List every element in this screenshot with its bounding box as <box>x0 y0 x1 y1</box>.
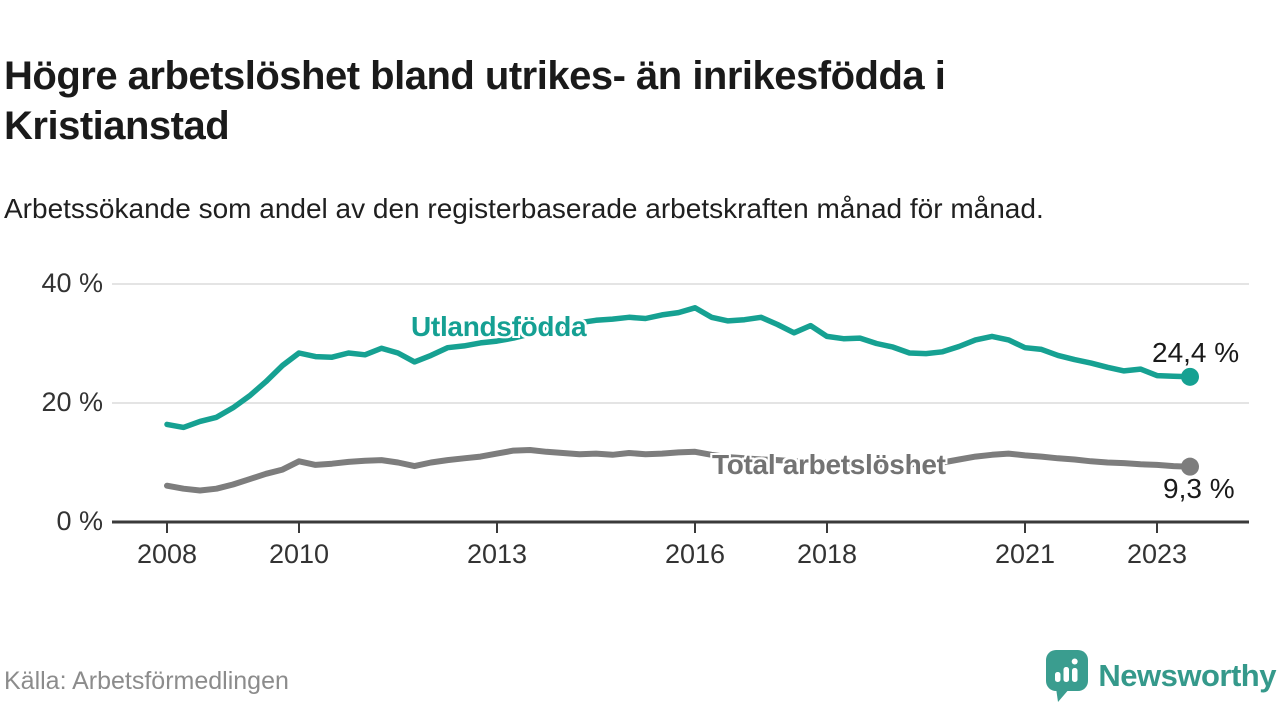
chart-subtitle: Arbetssökande som andel av den registerb… <box>4 193 1044 224</box>
x-tick-label: 2021 <box>994 539 1056 569</box>
series-label-total-arbetsloshet: Total arbetslöshet <box>712 449 946 480</box>
newsworthy-wordmark: Newsworthy <box>1098 658 1276 693</box>
end-value-total: 9,3 % <box>1163 473 1235 504</box>
x-tick-label: 2013 <box>466 539 528 569</box>
x-tick-label: 2018 <box>796 539 858 569</box>
y-tick-label: 40 % <box>41 268 103 298</box>
end-value-utlandsfodda: 24,4 % <box>1152 337 1240 368</box>
x-tick-label: 2023 <box>1126 539 1188 569</box>
newsworthy-bubble-icon <box>1046 650 1089 702</box>
y-tick-label: 0 % <box>56 506 103 536</box>
chart-title: Högre arbetslöshet bland utrikes- än inr… <box>4 53 946 148</box>
x-tick-label: 2016 <box>664 539 726 569</box>
series-label-utlandsfodda: Utlandsfödda <box>411 311 587 342</box>
source-text: Källa: Arbetsförmedlingen <box>4 667 289 695</box>
y-tick-label: 20 % <box>41 387 103 417</box>
newsworthy-logo: Newsworthy <box>1045 648 1276 704</box>
x-tick-label: 2008 <box>136 539 198 569</box>
x-tick-label: 2010 <box>268 539 330 569</box>
